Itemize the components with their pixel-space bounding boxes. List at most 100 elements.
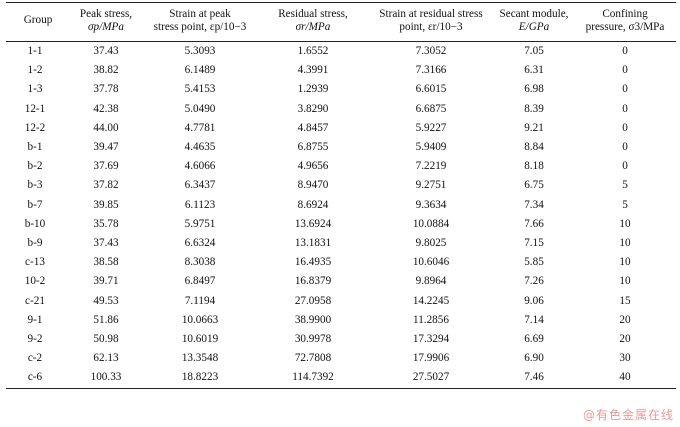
table-row: b-1 39.47 4.4635 6.8755 5.9409 8.84 0 xyxy=(6,138,676,157)
table-row: b-10 35.78 5.9751 13.6924 10.0884 7.66 10 xyxy=(6,215,676,234)
header-residual-stress: Residual stress, σr/MPa xyxy=(258,3,368,42)
cell-strain-residual: 10.0884 xyxy=(412,217,450,230)
cell-residual-stress: 4.9656 xyxy=(297,160,329,173)
cell-secant-module: 7.34 xyxy=(524,198,544,211)
header-confining-pressure: Confining pressure, σ3/MPa xyxy=(574,3,676,42)
cell-residual-stress: 16.8379 xyxy=(294,275,332,288)
cell-strain-residual: 9.8025 xyxy=(415,237,447,250)
cell-group: b-3 xyxy=(27,179,43,192)
cell-confining-pressure: 30 xyxy=(619,352,631,365)
cell-secant-module: 7.14 xyxy=(524,313,544,326)
header-label-line1: Strain at peak xyxy=(169,7,231,20)
table-body: 1-1 37.43 5.3093 1.6552 7.3052 7.05 0 1-2 38.82 6… xyxy=(6,42,676,389)
cell-group: 10-2 xyxy=(24,275,46,288)
table-row: 1-3 37.78 5.4153 1.2939 6.6015 6.98 0 xyxy=(6,80,676,99)
cell-group: c-2 xyxy=(27,352,43,365)
header-strain-peak: Strain at peak stress point, εp/10−3 xyxy=(142,3,258,42)
cell-secant-module: 6.75 xyxy=(524,179,544,192)
cell-confining-pressure: 10 xyxy=(619,275,631,288)
cell-residual-stress: 3.8290 xyxy=(297,102,329,115)
header-peak-stress: Peak stress, σp/MPa xyxy=(70,3,142,42)
cell-peak-stress: 62.13 xyxy=(93,352,119,365)
cell-strain-peak: 6.3437 xyxy=(184,179,216,192)
cell-group: b-2 xyxy=(27,160,43,173)
cell-strain-residual: 5.9227 xyxy=(415,121,447,134)
table-row: 9-1 51.86 10.0663 38.9900 11.2856 7.14 20 xyxy=(6,311,676,330)
cell-residual-stress: 1.2939 xyxy=(297,83,329,96)
cell-confining-pressure: 0 xyxy=(622,160,628,173)
cell-strain-residual: 14.2245 xyxy=(412,294,450,307)
cell-peak-stress: 39.47 xyxy=(93,141,119,154)
header-label-line2: point, εr/10−3 xyxy=(399,20,463,33)
cell-group: 1-3 xyxy=(27,83,43,96)
cell-confining-pressure: 0 xyxy=(622,121,628,134)
cell-residual-stress: 13.1831 xyxy=(294,237,332,250)
cell-confining-pressure: 0 xyxy=(622,45,628,57)
cell-peak-stress: 37.43 xyxy=(93,45,119,57)
cell-strain-residual: 7.3052 xyxy=(415,45,447,57)
cell-strain-peak: 5.0490 xyxy=(184,102,216,115)
cell-peak-stress: 100.33 xyxy=(90,371,122,384)
cell-secant-module: 6.69 xyxy=(524,333,544,346)
header-label-line2: E/GPa xyxy=(518,20,550,33)
cell-secant-module: 9.06 xyxy=(524,294,544,307)
cell-confining-pressure: 5 xyxy=(622,179,628,192)
header-label-line2: stress point, εp/10−3 xyxy=(153,20,247,33)
table-row: 9-2 50.98 10.6019 30.9978 17.3294 6.69 20 xyxy=(6,330,676,349)
cell-peak-stress: 38.58 xyxy=(93,256,119,269)
cell-secant-module: 8.18 xyxy=(524,160,544,173)
table-row: c-13 38.58 8.3038 16.4935 10.6046 5.85 10 xyxy=(6,253,676,272)
cell-confining-pressure: 0 xyxy=(622,141,628,154)
cell-secant-module: 7.05 xyxy=(524,45,544,57)
table-row: 12-1 42.38 5.0490 3.8290 6.6875 8.39 0 xyxy=(6,100,676,119)
cell-residual-stress: 13.6924 xyxy=(294,217,332,230)
cell-peak-stress: 44.00 xyxy=(93,121,119,134)
cell-group: 1-2 xyxy=(27,64,43,77)
cell-secant-module: 8.39 xyxy=(524,102,544,115)
table-row: 12-2 44.00 4.7781 4.8457 5.9227 9.21 0 xyxy=(6,119,676,138)
watermark-text: @有色金属在线 xyxy=(582,408,674,422)
table-row: b-9 37.43 6.6324 13.1831 9.8025 7.15 10 xyxy=(6,234,676,253)
cell-peak-stress: 37.82 xyxy=(93,179,119,192)
header-label-line1: Confining xyxy=(602,7,648,20)
cell-secant-module: 6.98 xyxy=(524,83,544,96)
cell-group: 12-2 xyxy=(24,121,46,134)
cell-confining-pressure: 10 xyxy=(619,217,631,230)
cell-residual-stress: 4.3991 xyxy=(297,64,329,77)
cell-secant-module: 5.85 xyxy=(524,256,544,269)
cell-group: b-9 xyxy=(27,237,43,250)
header-row: Group Peak stress, σp/MPa Strain at peak… xyxy=(6,2,676,42)
cell-secant-module: 7.66 xyxy=(524,217,544,230)
cell-strain-residual: 17.9906 xyxy=(412,352,450,365)
cell-group: 1-1 xyxy=(27,45,43,57)
cell-group: 9-1 xyxy=(27,313,43,326)
cell-group: c-13 xyxy=(25,256,45,269)
cell-strain-peak: 10.6019 xyxy=(181,333,219,346)
cell-strain-peak: 6.1123 xyxy=(184,198,216,211)
cell-strain-residual: 9.8964 xyxy=(415,275,447,288)
cell-secant-module: 7.26 xyxy=(524,275,544,288)
cell-secant-module: 8.84 xyxy=(524,141,544,154)
cell-secant-module: 7.15 xyxy=(524,237,544,250)
cell-strain-residual: 9.2751 xyxy=(415,179,447,192)
header-label-line2: pressure, σ3/MPa xyxy=(585,20,665,33)
header-label-line1: Strain at residual stress xyxy=(379,7,483,20)
table-row: c-2 62.13 13.3548 72.7808 17.9906 6.90 30 xyxy=(6,349,676,368)
cell-residual-stress: 4.8457 xyxy=(297,121,329,134)
header-strain-residual: Strain at residual stress point, εr/10−3 xyxy=(368,3,494,42)
cell-strain-peak: 4.7781 xyxy=(184,121,216,134)
cell-strain-peak: 7.1194 xyxy=(184,294,216,307)
cell-strain-peak: 4.4635 xyxy=(184,141,216,154)
cell-strain-peak: 18.8223 xyxy=(181,371,219,384)
cell-strain-residual: 6.6015 xyxy=(415,83,447,96)
cell-residual-stress: 38.9900 xyxy=(294,313,332,326)
header-label-line1: Secant module, xyxy=(499,7,569,20)
results-table: Group Peak stress, σp/MPa Strain at peak… xyxy=(6,2,676,389)
cell-group: b-1 xyxy=(27,141,43,154)
cell-peak-stress: 35.78 xyxy=(93,217,119,230)
cell-peak-stress: 39.71 xyxy=(93,275,119,288)
cell-residual-stress: 30.9978 xyxy=(294,333,332,346)
table-row: 1-1 37.43 5.3093 1.6552 7.3052 7.05 0 xyxy=(6,42,676,62)
cell-peak-stress: 37.69 xyxy=(93,160,119,173)
cell-strain-peak: 5.4153 xyxy=(184,83,216,96)
